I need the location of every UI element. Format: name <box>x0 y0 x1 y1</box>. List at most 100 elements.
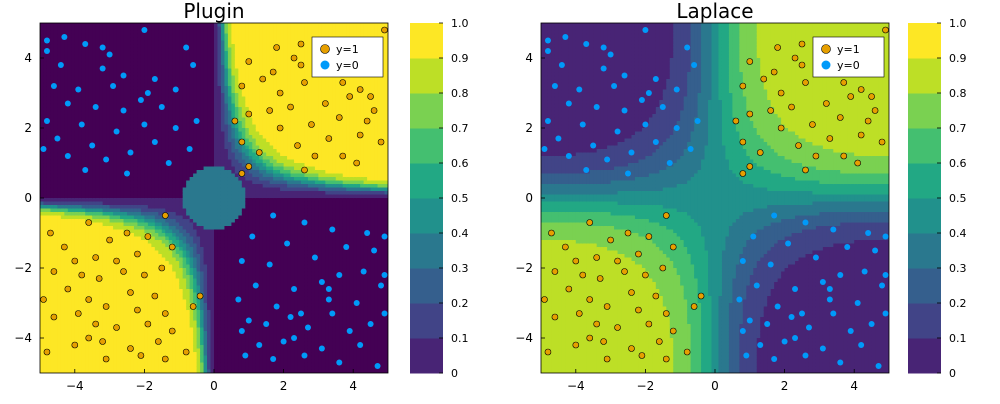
contour-cell <box>64 282 68 286</box>
contour-cell <box>158 90 162 94</box>
contour-cell <box>144 349 148 353</box>
contour-cell <box>172 177 176 181</box>
contour-cell <box>144 58 148 62</box>
contour-cell <box>162 258 166 262</box>
contour-cell <box>78 300 82 304</box>
contour-cell <box>183 132 187 136</box>
contour-cell <box>165 321 169 325</box>
contour-cell <box>127 324 131 328</box>
contour-cell <box>61 160 65 164</box>
contour-cell <box>155 366 159 370</box>
contour-cell <box>186 34 190 38</box>
contour-cell <box>200 170 204 174</box>
contour-cell <box>155 191 159 195</box>
contour-cell <box>82 97 86 101</box>
contour-cell <box>61 195 65 199</box>
contour-cell <box>106 188 110 192</box>
contour-cell <box>162 237 166 241</box>
contour-cell <box>200 93 204 97</box>
contour-cell <box>78 352 82 356</box>
contour-cell <box>193 142 197 146</box>
contour-cell <box>148 209 152 213</box>
contour-cell <box>99 321 103 325</box>
contour-cell <box>204 97 208 101</box>
contour-cell <box>148 342 152 346</box>
contour-cell <box>158 41 162 45</box>
contour-cell <box>106 174 110 178</box>
contour-cell <box>47 44 51 48</box>
contour-cell <box>106 111 110 115</box>
contour-cell <box>207 237 211 241</box>
contour-cell <box>92 356 96 360</box>
contour-cell <box>40 286 44 290</box>
contour-cell <box>190 107 194 111</box>
contour-cell <box>158 125 162 129</box>
contour-cell <box>61 345 65 349</box>
contour-cell <box>134 184 138 188</box>
contour-cell <box>207 69 211 73</box>
contour-cell <box>47 335 51 339</box>
contour-cell <box>169 202 173 206</box>
contour-cell <box>134 48 138 52</box>
contour-cell <box>176 111 180 115</box>
contour-cell <box>165 48 169 52</box>
contour-cell <box>158 219 162 223</box>
contour-cell <box>89 86 93 90</box>
contour-cell <box>117 230 121 234</box>
contour-cell <box>141 83 145 87</box>
contour-cell <box>207 258 211 262</box>
contour-cell <box>193 163 197 167</box>
contour-cell <box>68 247 72 251</box>
contour-cell <box>200 352 204 356</box>
contour-cell <box>71 310 75 314</box>
contour-cell <box>54 289 58 293</box>
contour-cell <box>124 254 128 258</box>
contour-cell <box>151 93 155 97</box>
contour-cell <box>155 244 159 248</box>
contour-cell <box>193 212 197 216</box>
contour-cell <box>82 72 86 76</box>
contour-cell <box>89 356 93 360</box>
contour-cell <box>162 55 166 59</box>
contour-cell <box>176 135 180 139</box>
contour-cell <box>141 72 145 76</box>
contour-cell <box>113 100 117 104</box>
contour-cell <box>204 69 208 73</box>
contour-cell <box>96 132 100 136</box>
contour-cell <box>176 251 180 255</box>
contour-cell <box>92 338 96 342</box>
contour-cell <box>137 237 141 241</box>
contour-cell <box>89 251 93 255</box>
contour-cell <box>186 296 190 300</box>
contour-cell <box>207 107 211 111</box>
contour-cell <box>172 226 176 230</box>
contour-cell <box>89 216 93 220</box>
contour-cell <box>183 174 187 178</box>
contour-cell <box>151 286 155 290</box>
contour-cell <box>110 198 114 202</box>
contour-cell <box>85 149 89 153</box>
contour-cell <box>99 216 103 220</box>
contour-cell <box>162 275 166 279</box>
contour-cell <box>61 321 65 325</box>
contour-cell <box>43 363 47 367</box>
contour-cell <box>75 58 79 62</box>
contour-cell <box>141 79 145 83</box>
contour-cell <box>204 118 208 122</box>
contour-cell <box>96 314 100 318</box>
contour-cell <box>68 223 72 227</box>
contour-cell <box>47 244 51 248</box>
contour-cell <box>141 223 145 227</box>
contour-cell <box>200 153 204 157</box>
contour-cell <box>71 83 75 87</box>
contour-cell <box>127 342 131 346</box>
contour-cell <box>82 188 86 192</box>
contour-cell <box>207 251 211 255</box>
contour-cell <box>68 86 72 90</box>
contour-cell <box>99 191 103 195</box>
contour-cell <box>68 366 72 370</box>
contour-cell <box>211 142 215 146</box>
contour-cell <box>54 282 58 286</box>
contour-cell <box>71 212 75 216</box>
contour-cell <box>169 128 173 132</box>
